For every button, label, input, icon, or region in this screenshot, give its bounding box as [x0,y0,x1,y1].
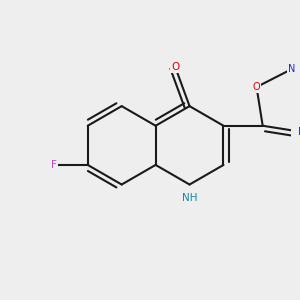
Text: F: F [51,160,57,170]
Text: N: N [288,64,295,74]
Text: O: O [253,82,260,92]
Text: O: O [171,62,179,72]
Text: NH: NH [182,193,197,202]
Text: N: N [298,127,300,137]
